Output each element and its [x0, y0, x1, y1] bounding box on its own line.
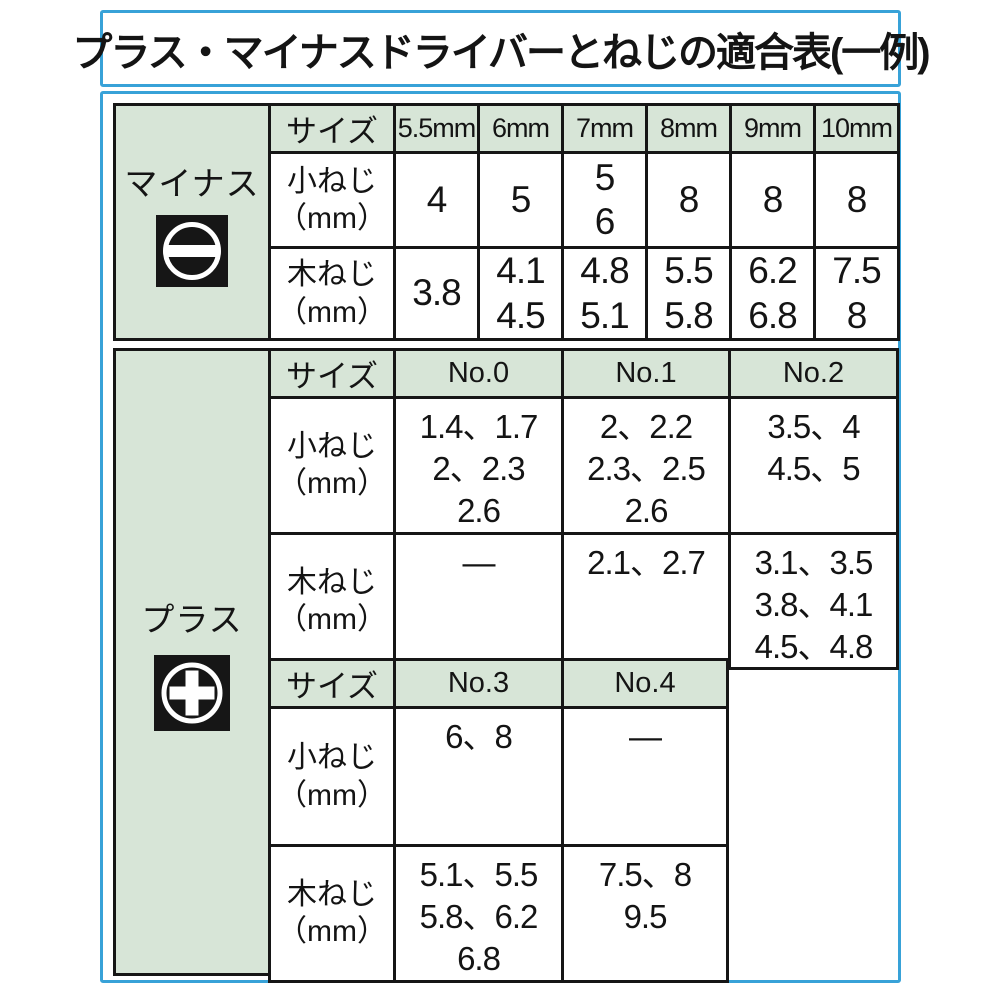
- column-header: No.0: [393, 348, 564, 399]
- title-box: プラス・マイナスドライバーとねじの適合表(一例): [72, 10, 931, 87]
- column-header: No.3: [393, 658, 564, 709]
- table-cell: 2、2.2 2.3、2.5 2.6: [561, 396, 731, 535]
- plus-driver-table-no3-no4: サイズ No.3 No.4 小ねじ （mm） 6、8 — 木ねじ （mm） 5.…: [268, 658, 729, 983]
- column-header: 7mm: [561, 103, 648, 154]
- column-header: 8mm: [645, 103, 732, 154]
- table-cell: 2.1、2.7: [561, 531, 731, 671]
- column-header: No.4: [561, 658, 729, 709]
- minus-screwdriver-icon: [156, 215, 228, 287]
- table-cell: 3.8: [393, 246, 480, 341]
- page-title: プラス・マイナスドライバーとねじの適合表(一例): [72, 30, 930, 75]
- table-cell: —: [393, 531, 564, 671]
- table-cell: 5: [477, 151, 564, 249]
- table-cell: 7.5、8 9.5: [561, 844, 729, 983]
- column-header: 10mm: [813, 103, 900, 154]
- column-header: 9mm: [729, 103, 816, 154]
- table-cell: 1.4、1.7 2、2.3 2.6: [393, 396, 564, 535]
- table-cell: —: [561, 706, 729, 847]
- minus-driver-table: マイナス サイズ 5.5mm 6mm 7mm 8mm 9mm 10mm: [113, 103, 900, 341]
- row-label-machine-screw: 小ねじ （mm）: [268, 396, 396, 535]
- row-label-wood-screw: 木ねじ （mm）: [268, 246, 396, 341]
- table-cell: 4.1 4.5: [477, 246, 564, 341]
- row-label-wood-screw: 木ねじ （mm）: [268, 531, 396, 671]
- size-header-cell: サイズ: [268, 348, 396, 399]
- table-cell: 6、8: [393, 706, 564, 847]
- minus-label: マイナス: [124, 165, 260, 202]
- plus-side-cell: プラス: [113, 348, 268, 976]
- table-cell: 7.5 8: [813, 246, 900, 341]
- column-header: 6mm: [477, 103, 564, 154]
- plus-screwdriver-icon: [154, 655, 230, 731]
- size-header-cell: サイズ: [268, 658, 396, 709]
- table-cell: 5.1、5.5 5.8、6.2 6.8: [393, 844, 564, 983]
- table-cell: 4.8 5.1: [561, 246, 648, 341]
- column-header: No.1: [561, 348, 731, 399]
- table-cell: 8: [813, 151, 900, 249]
- table-cell: 6.2 6.8: [729, 246, 816, 341]
- table-cell: 8: [645, 151, 732, 249]
- table-cell: 5.5 5.8: [645, 246, 732, 341]
- row-label-wood-screw: 木ねじ （mm）: [268, 844, 396, 983]
- row-label-machine-screw: 小ねじ （mm）: [268, 706, 396, 847]
- compatibility-panel: マイナス サイズ 5.5mm 6mm 7mm 8mm 9mm 10mm: [100, 91, 901, 983]
- table-cell: 4: [393, 151, 480, 249]
- panel-inner: マイナス サイズ 5.5mm 6mm 7mm 8mm 9mm 10mm: [106, 97, 900, 983]
- table-cell: 5 6: [561, 151, 648, 249]
- plus-label: プラス: [141, 601, 243, 638]
- column-header: No.2: [728, 348, 899, 399]
- minus-side-cell: マイナス: [113, 103, 271, 341]
- table-cell: 3.5、4 4.5、5: [728, 396, 899, 535]
- column-header: 5.5mm: [393, 103, 480, 154]
- row-label-machine-screw: 小ねじ （mm）: [268, 151, 396, 249]
- plus-driver-table-no0-no2: サイズ No.0 No.1 No.2 小ねじ （mm） 1.4、1.7 2、2.…: [268, 348, 899, 671]
- size-header-cell: サイズ: [268, 103, 396, 154]
- table-cell: 3.1、3.5 3.8、4.1 4.5、4.8: [728, 531, 899, 671]
- table-cell: 8: [729, 151, 816, 249]
